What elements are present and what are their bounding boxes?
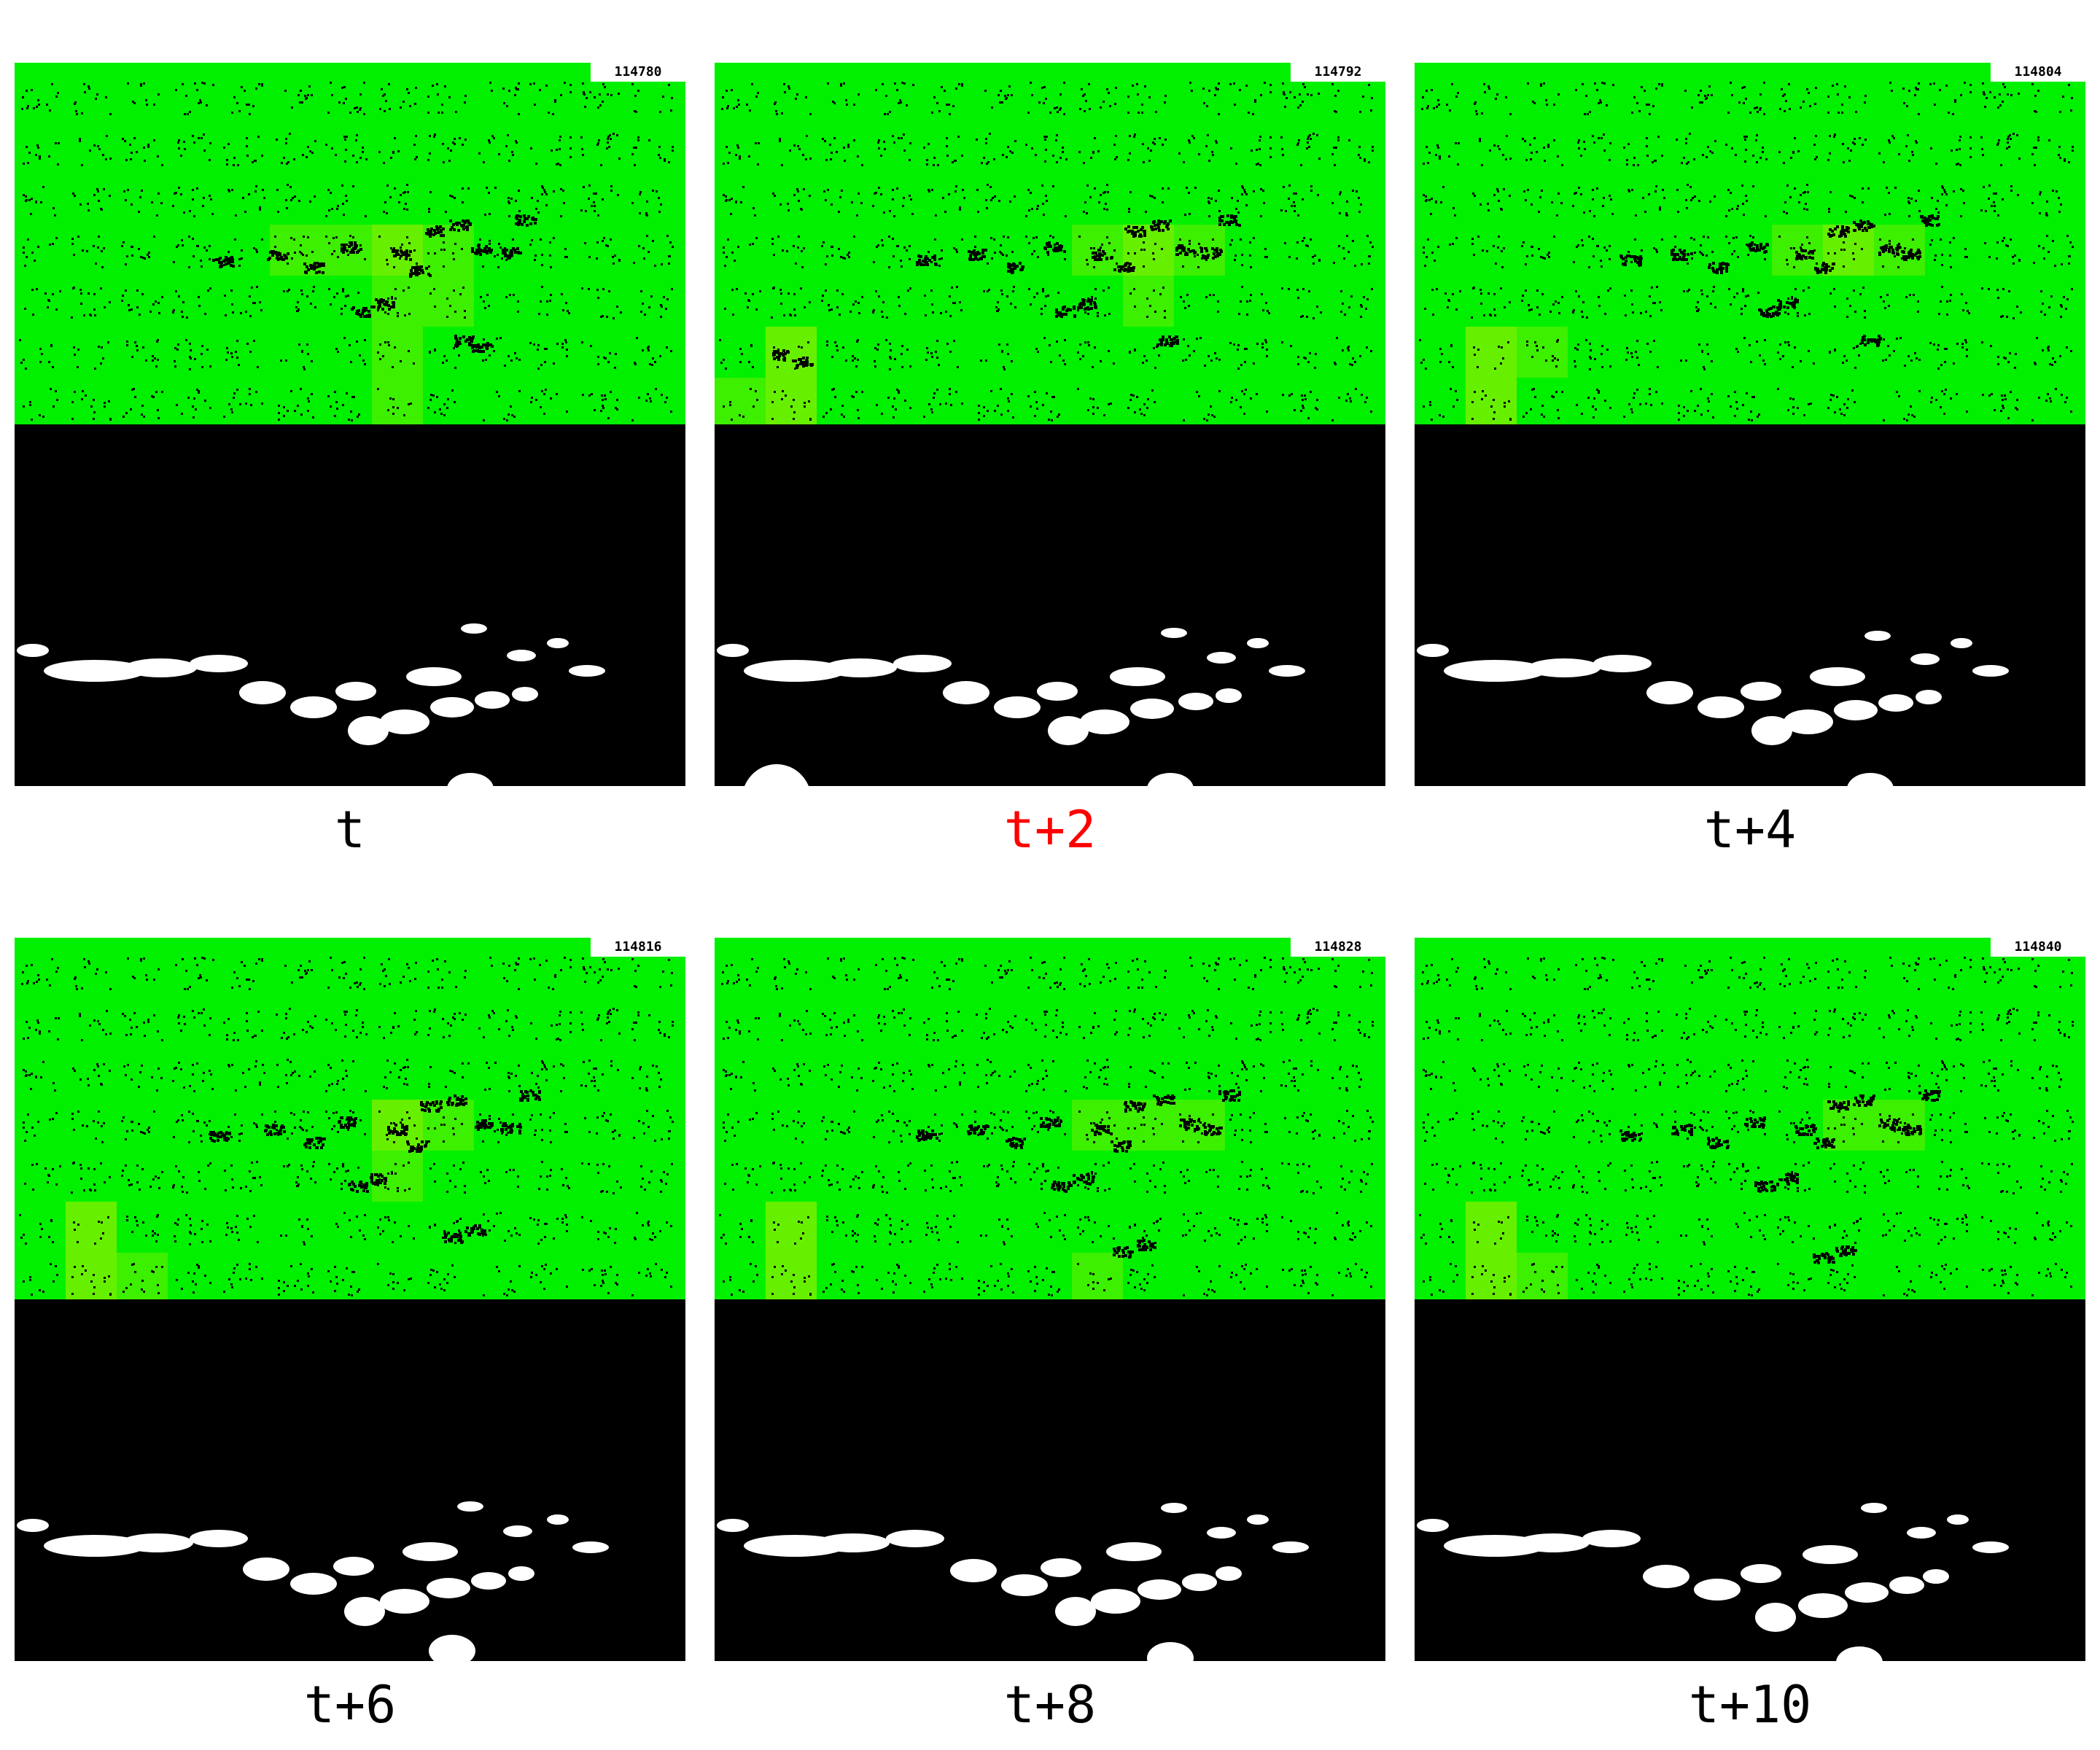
grid-activity-frame: 114792: [715, 63, 1385, 424]
grid-activity-map: [715, 82, 1374, 424]
segmentation-mask-frame: [715, 1299, 1385, 1661]
segmentation-mask-frame: [15, 1299, 685, 1661]
grid-activity-frame: 114804: [1415, 63, 2085, 424]
grid-activity-map: [1419, 957, 2074, 1299]
segmentation-mask: [717, 628, 1305, 786]
segmentation-mask: [17, 1501, 609, 1661]
segmentation-mask-frame: [15, 424, 685, 786]
grid-activity-map: [19, 82, 674, 424]
frame-counter: 114792: [1291, 63, 1385, 82]
grid-activity-map: [1419, 82, 2074, 424]
frame-counter: 114828: [1291, 938, 1385, 957]
grid-activity-frame: 114840: [1415, 938, 2085, 1299]
frame-counter: 114804: [1991, 63, 2085, 82]
time-step-label: t+6: [303, 1675, 397, 1735]
grid-activity-frame: 114828: [715, 938, 1385, 1299]
time-step-label: t+4: [1703, 800, 1797, 860]
grid-activity-frame: 114816: [15, 938, 685, 1299]
time-step-label: t+2: [1003, 800, 1097, 860]
segmentation-mask-frame: [1415, 1299, 2085, 1661]
segmentation-mask: [17, 623, 605, 786]
grid-activity-map: [719, 957, 1374, 1299]
grid-activity-map: [19, 957, 674, 1299]
frame-counter: 114840: [1991, 938, 2085, 957]
frame-counter: 114816: [591, 938, 685, 957]
grid-activity-frame: 114780: [15, 63, 685, 424]
frame-counter: 114780: [591, 63, 685, 82]
segmentation-mask-frame: [715, 424, 1385, 786]
segmentation-mask: [717, 1503, 1309, 1661]
segmentation-mask: [1417, 1503, 2009, 1661]
segmentation-mask: [1417, 631, 2009, 786]
time-step-label: t: [334, 800, 366, 860]
segmentation-mask-frame: [1415, 424, 2085, 786]
time-step-label: t+8: [1003, 1675, 1097, 1735]
time-step-label: t+10: [1688, 1675, 1812, 1735]
